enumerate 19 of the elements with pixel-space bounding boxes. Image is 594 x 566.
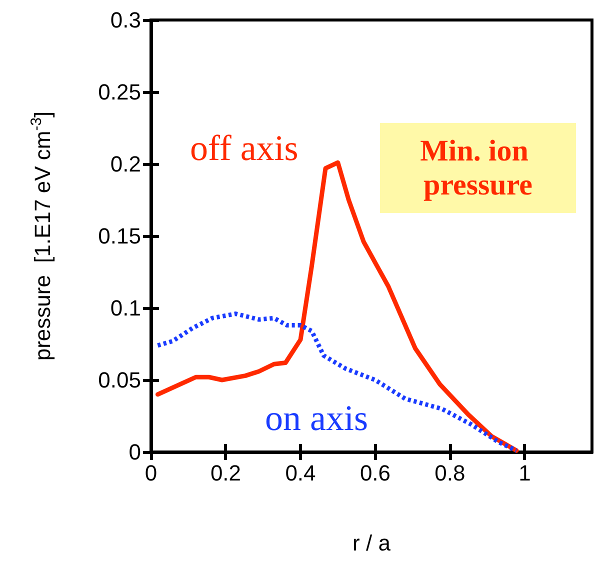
line-series <box>155 312 519 453</box>
annotation: Min. ion pressure <box>420 134 536 202</box>
x-axis-title: r / a <box>352 530 392 556</box>
y-axis-title: pressure [1.E17 eV cm-3] <box>28 111 55 361</box>
y-tick-label: 0.15 <box>98 224 141 248</box>
y-tick-label: 0.3 <box>110 8 141 32</box>
x-tick-label: 0.8 <box>434 460 466 486</box>
series-label: off axis <box>190 128 298 168</box>
x-tick-label: 1 <box>518 460 531 486</box>
series-label: on axis <box>265 398 368 438</box>
x-tick-label: 0.6 <box>360 460 391 486</box>
x-tick-label: 0 <box>144 460 158 486</box>
y-tick-label: 0.25 <box>98 80 141 104</box>
y-tick-label: 0 <box>128 440 141 464</box>
x-tick-label: 0.2 <box>210 460 242 486</box>
y-tick-label: 0.1 <box>110 296 141 320</box>
y-tick-label: 0.2 <box>110 152 141 176</box>
y-tick-label: 0.05 <box>98 368 141 392</box>
x-tick-label: 0.4 <box>285 460 316 486</box>
